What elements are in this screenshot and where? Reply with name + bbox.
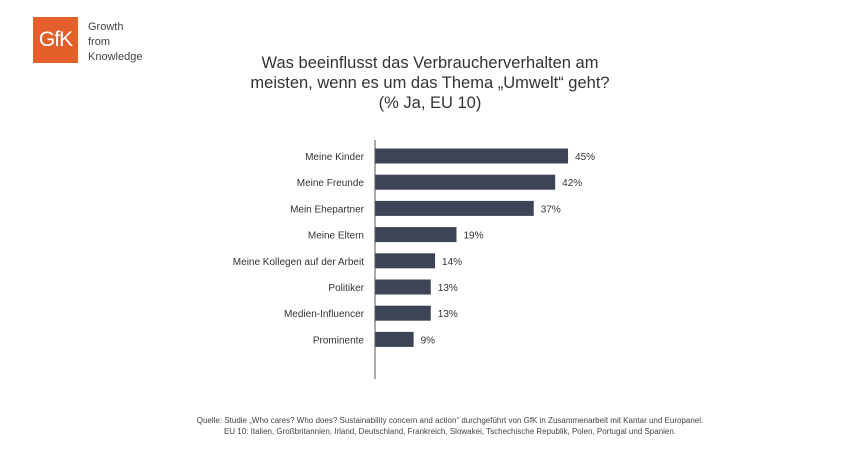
bar	[375, 331, 414, 347]
tagline-line: Knowledge	[88, 51, 143, 63]
value-label: 14%	[442, 257, 462, 268]
bar	[375, 227, 457, 243]
value-label: 13%	[438, 309, 458, 320]
value-label: 9%	[421, 335, 436, 346]
source-line: Quelle: Studie „Who cares? Who does? Sus…	[196, 416, 704, 425]
category-label: Mein Ehepartner	[290, 204, 365, 215]
category-label: Politiker	[328, 283, 364, 294]
source-line: EU 10: Italien, Großbritannien, Irland, …	[223, 427, 677, 436]
value-label: 19%	[464, 231, 484, 242]
category-label: Meine Freunde	[297, 178, 365, 189]
category-label: Meine Kollegen auf der Arbeit	[233, 257, 364, 268]
value-label: 13%	[438, 283, 458, 294]
source-note: Quelle: Studie „Who cares? Who does? Sus…	[150, 415, 750, 437]
bar	[375, 279, 431, 295]
bar	[375, 200, 534, 216]
category-label: Medien-Influencer	[284, 309, 365, 320]
tagline-line: Growth	[88, 21, 124, 33]
value-label: 45%	[575, 152, 595, 163]
title-line: Was beeinflusst das Verbraucherverhalten…	[261, 54, 599, 72]
bar	[375, 305, 431, 321]
gfk-logo: GfK	[33, 17, 78, 63]
title-line: (% Ja, EU 10)	[378, 94, 482, 112]
chart-title: Was beeinflusst das Verbraucherverhalten…	[230, 53, 630, 113]
tagline-line: from	[88, 36, 110, 48]
bar	[375, 148, 569, 164]
category-label: Prominente	[313, 335, 365, 346]
value-label: 42%	[562, 178, 582, 189]
bar	[375, 174, 556, 190]
category-label: Meine Kinder	[305, 152, 365, 163]
value-label: 37%	[541, 204, 561, 215]
title-line: meisten, wenn es um das Thema „Umwelt“ g…	[250, 74, 610, 92]
logo-tagline: Growth from Knowledge	[88, 20, 142, 65]
bar	[375, 253, 436, 269]
category-label: Meine Eltern	[308, 231, 364, 242]
